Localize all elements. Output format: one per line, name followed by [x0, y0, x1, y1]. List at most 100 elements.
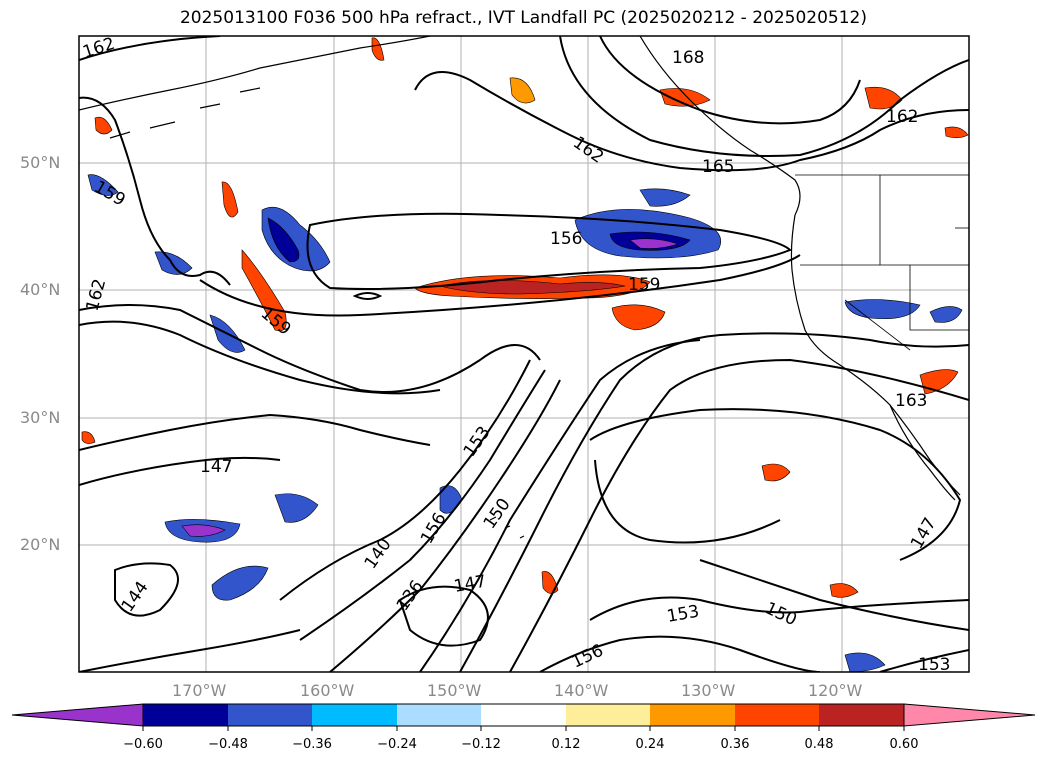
contour-ridge-east-1 [459, 332, 969, 672]
lon-label-120w: 120°W [808, 681, 863, 700]
colorbar [11, 703, 1036, 731]
blob-pos-7 [761, 463, 791, 482]
contour-closed-small [352, 292, 383, 300]
height-contours [79, 36, 969, 672]
contour-label: 156 [550, 229, 582, 249]
colorbar-bin [312, 704, 397, 726]
contour-168 [599, 36, 861, 125]
negative-anomaly-areas [87, 174, 963, 672]
aleutian-islands [109, 87, 261, 139]
blob-pos-4 [864, 86, 903, 110]
lon-label-140w: 140°W [554, 681, 609, 700]
contour-150-south [699, 559, 969, 631]
contour-label: 147 [200, 457, 232, 477]
blob-pos-1-core [439, 280, 626, 295]
colorbar-bin [481, 704, 566, 726]
contour-147-south [79, 456, 281, 486]
colorbar-tick-label: −0.24 [377, 737, 417, 752]
blob-neg-7 [211, 565, 269, 601]
blob-neg-2-core [267, 217, 300, 263]
colorbar-extend-right [903, 703, 1036, 727]
contour-147-east [589, 408, 962, 561]
contour-label: 147 [907, 514, 941, 552]
blob-neg-2 [261, 206, 331, 272]
colorbar-tick-label: −0.12 [461, 737, 501, 752]
positive-anomaly-areas [81, 37, 969, 598]
contour-trough-3 [329, 379, 561, 672]
colorbar-bin [819, 704, 904, 726]
contour-labels: 162 168 162 165 156 159 159 162 159 162 … [80, 34, 950, 672]
contour-label: 153 [665, 602, 700, 627]
contour-label: 168 [672, 48, 704, 68]
us-west-coast [790, 214, 961, 496]
blob-pos-2 [611, 304, 666, 331]
colorbar-outline [142, 703, 905, 727]
blob-neg-13 [87, 174, 119, 196]
colorbar-tick-label: 0.48 [804, 737, 834, 752]
colorbar-bin [143, 704, 228, 726]
contour-label: 159 [628, 275, 660, 295]
blob-neg-1-inner [629, 238, 679, 249]
blob-neg-4 [844, 299, 921, 319]
colorbar-tick-label: −0.60 [123, 737, 163, 752]
contour-153-se [879, 649, 969, 672]
colorbar-extend-left [11, 703, 144, 727]
contour-144-west [114, 562, 179, 617]
baja [889, 404, 956, 501]
blob-pos-9 [541, 571, 559, 594]
contour-156-south [539, 635, 821, 672]
contour-label: 136 [393, 577, 428, 615]
lat-label-20n: 20°N [20, 535, 61, 554]
colorbar-tick-label: −0.48 [208, 737, 248, 752]
gridlines [79, 36, 969, 672]
blob-pos-8 [829, 583, 859, 598]
contour-closed-hi [398, 585, 489, 647]
blob-pos-11 [94, 116, 113, 135]
contour-150-mid [79, 320, 441, 395]
lon-label-160w: 160°W [300, 681, 355, 700]
contour-159-west [79, 96, 231, 286]
lat-label-50n: 50°N [20, 153, 61, 172]
lat-label-30n: 30°N [20, 408, 61, 427]
contour-159-jet [199, 254, 801, 317]
colorbar-bin [650, 704, 735, 726]
contour-162-north [79, 36, 221, 61]
blob-neg-5 [929, 306, 963, 323]
contour-147-band [79, 413, 431, 451]
contour-label: 159 [257, 304, 295, 340]
lat-label-40n: 40°N [20, 280, 61, 299]
blob-pos-5 [509, 77, 536, 104]
blob-pos-14 [659, 88, 711, 107]
colorbar-tick-label: 0.36 [720, 737, 750, 752]
colorbar-tick-label: 0.12 [551, 737, 581, 752]
alaska-coast [79, 36, 431, 111]
bc-coast [639, 36, 801, 216]
colorbar-tick-label: 0.60 [889, 737, 919, 752]
colorbar-tick-label: −0.36 [292, 737, 332, 752]
contour-label: 162 [83, 277, 111, 314]
coastlines [79, 36, 961, 539]
blob-pos-13 [944, 126, 969, 139]
contour-bottom [79, 629, 301, 672]
political-borders [795, 174, 969, 351]
lon-label-150w: 150°W [427, 681, 482, 700]
contour-label: 150 [762, 598, 800, 630]
contour-trough-2 [299, 369, 546, 641]
colorbar-bin [397, 704, 481, 726]
blob-neg-10 [154, 251, 193, 275]
colorbar-bin [228, 704, 312, 726]
map-frame [78, 35, 970, 673]
contour-ridge-east-2 [419, 339, 701, 672]
contour-label: 165 [702, 157, 734, 177]
contour-label: 147 [452, 572, 487, 597]
blob-neg-8 [274, 493, 319, 523]
contour-165 [559, 36, 969, 157]
blob-neg-9 [844, 652, 886, 672]
blob-neg-3 [639, 188, 691, 207]
contour-label: 140 [361, 535, 396, 573]
contour-label: 162 [886, 107, 918, 127]
blob-neg-6-core [181, 524, 226, 537]
blob-pos-15 [371, 37, 385, 61]
contour-label: 162 [80, 34, 117, 63]
blob-pos-10 [221, 181, 239, 218]
